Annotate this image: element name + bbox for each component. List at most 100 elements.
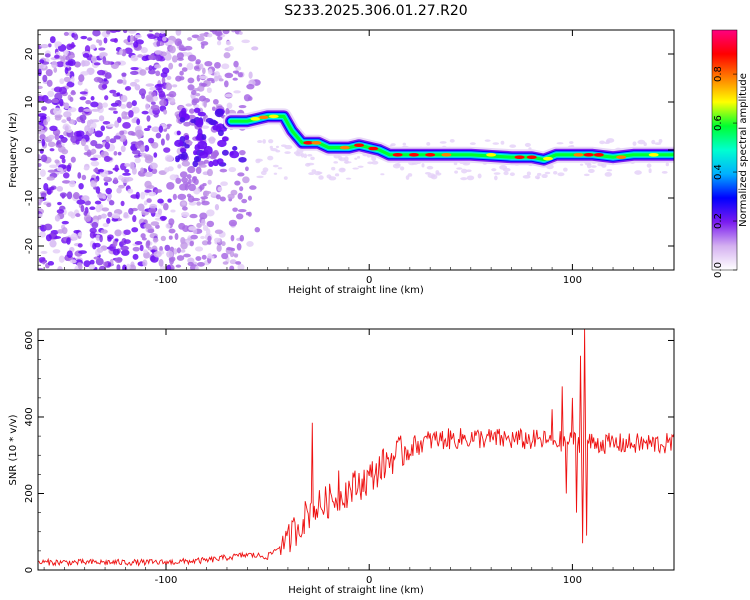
noise-speck — [117, 151, 122, 156]
noise-speck — [103, 261, 109, 267]
snr-series — [38, 329, 674, 567]
noise-speck — [194, 246, 204, 252]
ridge-hotspot — [616, 155, 627, 159]
noise-speck — [44, 99, 53, 104]
noise-speck — [55, 61, 65, 68]
noise-speck — [158, 125, 164, 133]
ridge-halo-speck — [493, 172, 501, 175]
ridge-halo-speck — [262, 139, 266, 144]
ridge-halo-speck — [461, 168, 468, 174]
noise-speck — [53, 86, 63, 93]
noise-speck — [56, 186, 64, 192]
noise-speck — [133, 41, 139, 48]
noise-speck — [195, 166, 202, 175]
ridge-halo-speck — [308, 172, 315, 176]
noise-speck — [216, 244, 222, 252]
ridge-halo-speck — [371, 156, 377, 161]
noise-speck — [71, 76, 75, 83]
noise-speck — [111, 217, 119, 222]
noise-speck — [237, 263, 245, 270]
noise-speck — [179, 70, 184, 76]
noise-speck — [164, 154, 174, 162]
noise-speck — [66, 250, 73, 258]
noise-speck — [81, 120, 86, 124]
noise-speck — [169, 174, 178, 181]
ridge-halo-speck — [491, 168, 497, 172]
noise-speck — [181, 67, 188, 72]
noise-speck — [66, 81, 75, 88]
noise-speck — [131, 150, 141, 155]
noise-speck — [53, 67, 58, 73]
spectrogram-y-label: Frequency (Hz) — [8, 112, 19, 188]
noise-speck — [107, 236, 112, 242]
ridge-halo-speck — [460, 177, 468, 181]
noise-speck — [130, 66, 139, 71]
noise-speck — [158, 170, 167, 176]
noise-speck — [89, 227, 97, 234]
ridge-hotspot — [648, 153, 659, 157]
noise-speck — [39, 148, 44, 154]
noise-speck — [199, 184, 205, 190]
noise-speck — [246, 83, 255, 90]
noise-speck — [86, 119, 91, 128]
ridge-hotspot — [311, 141, 322, 145]
noise-speck — [123, 239, 131, 244]
noise-speck — [224, 93, 233, 98]
noise-speck — [99, 234, 103, 243]
noise-speck — [217, 186, 223, 192]
noise-speck — [247, 96, 253, 101]
noise-speck — [83, 214, 92, 222]
noise-clump — [197, 111, 206, 117]
ridge-halo-speck — [557, 172, 565, 177]
noise-speck — [108, 200, 115, 206]
noise-speck — [38, 267, 44, 270]
ridge-halo-speck — [454, 170, 458, 174]
noise-speck — [47, 43, 52, 48]
noise-speck — [249, 185, 257, 190]
ridge-halo-speck — [354, 157, 358, 160]
noise-speck — [191, 99, 198, 106]
noise-speck — [97, 168, 105, 173]
noise-speck — [70, 233, 78, 241]
noise-speck — [86, 37, 93, 41]
noise-speck — [196, 35, 205, 42]
noise-speck — [66, 43, 73, 51]
noise-speck — [64, 67, 69, 75]
noise-speck — [121, 176, 130, 184]
noise-speck — [106, 30, 111, 35]
noise-speck — [39, 59, 45, 64]
snr-line — [38, 329, 674, 567]
noise-speck — [207, 68, 213, 75]
noise-clump — [208, 160, 214, 168]
noise-speck — [176, 255, 185, 261]
noise-speck — [187, 237, 193, 241]
ridge-halo-speck — [269, 145, 273, 149]
ridge-halo-speck — [648, 168, 652, 174]
ridge-hotspot — [514, 155, 525, 159]
noise-speck — [122, 122, 131, 129]
noise-speck — [245, 166, 249, 172]
noise-speck — [202, 67, 206, 75]
noise-speck — [172, 84, 178, 88]
noise-speck — [74, 61, 81, 68]
ridge-hotspot — [368, 146, 379, 151]
noise-clump — [238, 156, 247, 163]
noise-speck — [63, 102, 70, 110]
noise-speck — [158, 259, 164, 267]
noise-speck — [94, 130, 103, 138]
noise-speck — [156, 40, 161, 47]
noise-speck — [242, 176, 250, 184]
noise-speck — [145, 103, 150, 110]
snr-frame — [37, 328, 675, 571]
noise-speck — [168, 228, 176, 234]
ridge-halo-speck — [267, 155, 274, 161]
noise-speck — [90, 44, 96, 50]
noise-speck — [108, 157, 113, 161]
noise-speck — [38, 257, 46, 263]
noise-speck — [155, 132, 162, 139]
noise-speck — [38, 125, 44, 130]
noise-speck — [121, 249, 130, 256]
ridge-halo-speck — [435, 170, 440, 175]
noise-speck — [196, 201, 202, 206]
noise-speck — [191, 176, 197, 184]
